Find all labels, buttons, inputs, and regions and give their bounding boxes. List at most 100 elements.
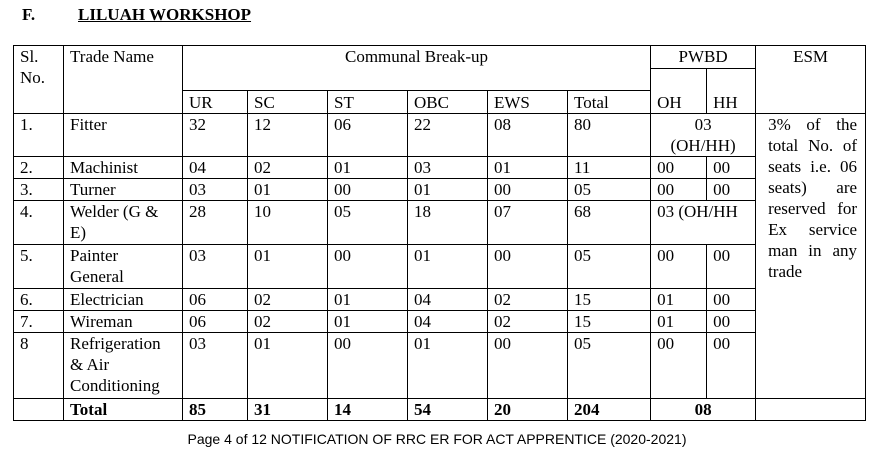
cell: 02 [487,310,568,333]
header-cell: ST [327,90,408,114]
cell: 00 [327,178,408,201]
section-label: F. [22,5,36,24]
header-cell: Total [566,90,652,114]
cell: 03 (OH/HH [650,200,757,245]
cell: 04 [407,288,488,311]
header-cell: EWS [487,90,568,114]
cell: 12 [247,113,328,157]
cell: Painter General [63,244,183,289]
cell: 00 [706,244,757,289]
total-cell: 08 [650,398,757,421]
table-body: Sl. No. Trade Name Communal Break-up PWBD ES… [13,45,867,421]
cell: 05 [566,178,652,201]
table-row: OH HH [14,68,866,114]
cell: 01 [327,288,408,311]
cell: 3. [13,178,64,201]
cell: 02 [247,156,328,179]
cell: 00 [706,178,757,201]
table-row: UR SC ST OBC EWS Total [14,90,866,114]
cell: 10 [247,200,328,245]
cell: 03 [182,332,248,399]
cell: 00 [327,244,408,289]
header-cell: Communal Break-up [181,45,652,91]
cell: 18 [407,200,488,245]
cell: 01 [247,244,328,289]
cell: 32 [182,113,248,157]
cell: 5. [13,244,64,289]
table-row: 8 Refrigeration & Air Conditioning 03 01 00 0… [13,332,866,399]
cell [755,398,867,421]
table-row: 2. Machinist 04 02 01 03 01 11 00 00 [13,156,866,179]
cell: 06 [182,310,248,333]
header-cell: PWBD [650,45,757,69]
cell: 01 [247,178,328,201]
apprentice-table: Sl. No. Trade Name Communal Break-up PWBD ES… [13,45,867,421]
table-row: Sl. No. Trade Name Communal Break-up PWBD ES… [13,45,867,114]
cell: 00 [327,332,408,399]
cell: 8 [13,332,64,399]
table-row: Total 85 31 14 54 20 204 08 [13,398,867,421]
cell: 80 [566,113,652,157]
cell: 06 [182,288,248,311]
cell: 01 [407,244,488,289]
cell: 01 [327,156,408,179]
cell: 03 [407,156,488,179]
cell: 22 [407,113,488,157]
table-row: 7. Wireman 06 02 01 04 02 15 01 00 [13,310,866,333]
cell: 2. [13,156,64,179]
cell: 15 [566,310,652,333]
cell: 00 [487,244,568,289]
header-cell: HH [706,68,757,114]
header-cell: Sl. No. [13,45,64,114]
cell: 15 [566,288,652,311]
cell: 03 [182,244,248,289]
cell-text: 03 (OH/HH) [670,115,736,155]
cell: 01 [407,178,488,201]
cell: 04 [407,310,488,333]
cell: 05 [566,244,652,289]
cell: 7. [13,310,64,333]
cell: 4. [13,200,64,245]
cell: 6. [13,288,64,311]
total-cell: 20 [487,398,568,421]
cell: 02 [247,288,328,311]
table-row: 4. Welder (G & E) 28 10 05 18 07 68 03 (OH/HH [13,200,866,245]
cell: Turner [63,178,183,201]
total-cell: 31 [247,398,328,421]
cell: Wireman [63,310,183,333]
cell: 01 [407,332,488,399]
table-row: 6. Electrician 06 02 01 04 02 15 01 00 [13,288,866,311]
cell: 00 [706,310,757,333]
cell: 68 [566,200,652,245]
esm-note: 3% of the total No. of seats i.e. 06 sea… [755,113,867,399]
cell: 01 [327,310,408,333]
total-cell: 85 [182,398,248,421]
table-row: 3. Turner 03 01 00 01 00 05 00 00 [13,178,866,201]
cell: 00 [706,332,757,399]
cell [13,398,64,421]
cell: 00 [650,156,708,179]
header-cell: SC [247,90,328,114]
cell: 01 [650,288,708,311]
cell: 00 [706,288,757,311]
cell: Electrician [63,288,183,311]
cell: 05 [566,332,652,399]
cell: 28 [182,200,248,245]
cell: 00 [650,244,708,289]
header-cell: ESM [755,45,867,114]
cell: Refrigeration & Air Conditioning [63,332,183,399]
cell: 03 [182,178,248,201]
cell: 04 [182,156,248,179]
cell: 06 [327,113,408,157]
cell: 00 [487,178,568,201]
cell: 02 [487,288,568,311]
cell: Welder (G & E) [63,200,183,245]
cell: 08 [487,113,568,157]
total-cell: 54 [407,398,488,421]
cell: 11 [566,156,652,179]
header-cell: UR [182,90,248,114]
cell: 03 (OH/HH) [650,113,757,157]
cell: 01 [247,332,328,399]
cell: 00 [487,332,568,399]
cell: 1. [13,113,64,157]
